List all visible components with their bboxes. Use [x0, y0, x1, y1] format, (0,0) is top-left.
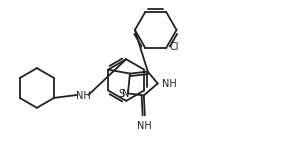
Text: N: N [123, 89, 130, 99]
Text: NH: NH [162, 78, 177, 89]
Text: Cl: Cl [169, 42, 179, 52]
Text: NH: NH [76, 91, 91, 101]
Text: NH: NH [137, 121, 152, 131]
Text: S: S [119, 89, 125, 99]
